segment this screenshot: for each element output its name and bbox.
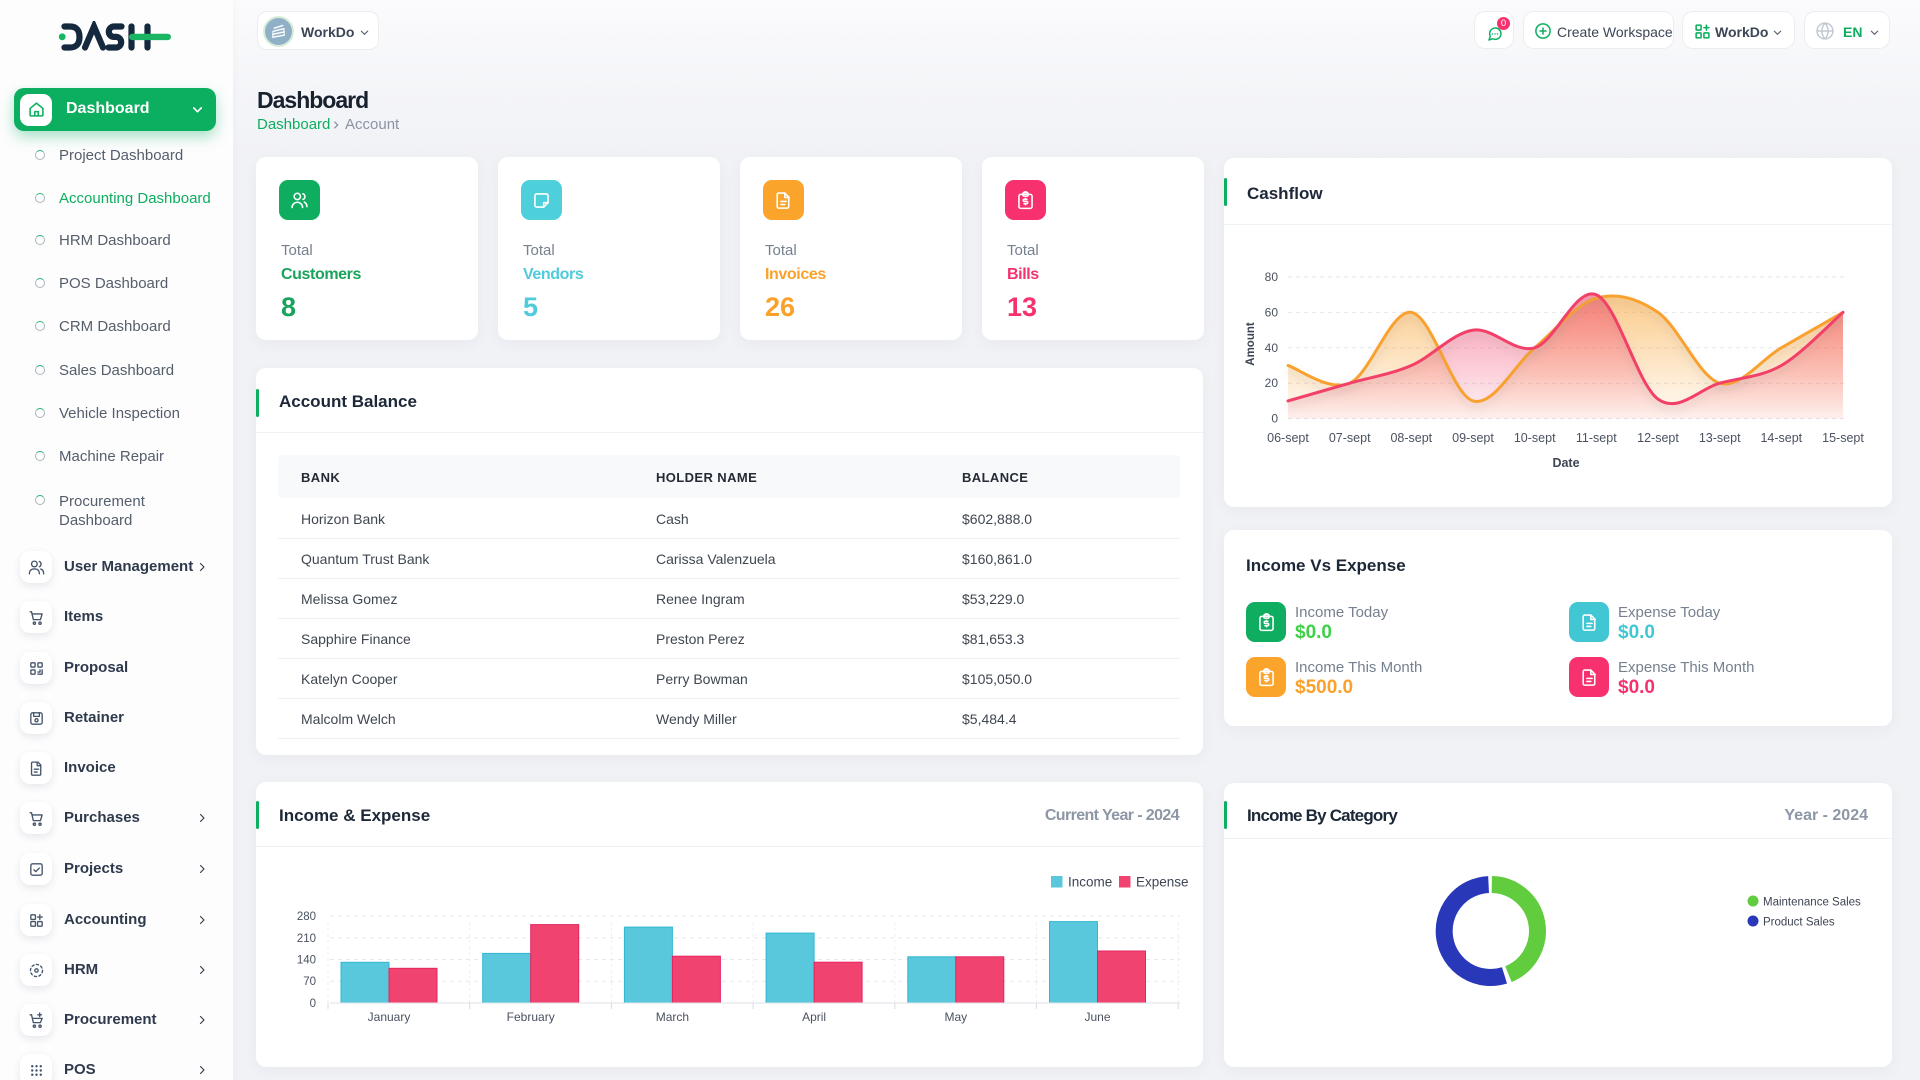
svg-text:12-sept: 12-sept <box>1637 431 1679 445</box>
svg-text:13-sept: 13-sept <box>1699 431 1741 445</box>
svg-text:0: 0 <box>1271 412 1278 426</box>
svg-text:Date: Date <box>1552 456 1579 470</box>
svg-text:80: 80 <box>1265 270 1279 284</box>
svg-text:March: March <box>656 1010 689 1024</box>
svg-text:Amount: Amount <box>1245 322 1257 366</box>
svg-text:January: January <box>368 1010 411 1024</box>
svg-text:20: 20 <box>1265 376 1279 390</box>
svg-text:08-sept: 08-sept <box>1390 431 1432 445</box>
svg-text:15-sept: 15-sept <box>1822 431 1864 445</box>
svg-text:April: April <box>802 1010 826 1024</box>
svg-text:210: 210 <box>297 933 316 945</box>
svg-text:06-sept: 06-sept <box>1267 431 1309 445</box>
svg-text:10-sept: 10-sept <box>1514 431 1556 445</box>
svg-text:Expense: Expense <box>1136 875 1189 890</box>
svg-text:70: 70 <box>303 976 316 988</box>
svg-text:60: 60 <box>1265 305 1279 319</box>
svg-text:280: 280 <box>297 911 316 923</box>
svg-text:11-sept: 11-sept <box>1576 431 1617 445</box>
svg-text:Product Sales: Product Sales <box>1763 917 1835 929</box>
svg-text:Maintenance Sales: Maintenance Sales <box>1763 897 1861 909</box>
svg-text:June: June <box>1084 1010 1110 1024</box>
svg-text:Income: Income <box>1068 875 1112 890</box>
svg-text:40: 40 <box>1265 341 1279 355</box>
svg-text:07-sept: 07-sept <box>1329 431 1371 445</box>
svg-text:09-sept: 09-sept <box>1452 431 1494 445</box>
svg-text:May: May <box>944 1010 967 1024</box>
svg-text:0: 0 <box>310 998 316 1010</box>
svg-text:140: 140 <box>297 955 316 967</box>
svg-text:February: February <box>507 1010 555 1024</box>
svg-text:14-sept: 14-sept <box>1760 431 1802 445</box>
